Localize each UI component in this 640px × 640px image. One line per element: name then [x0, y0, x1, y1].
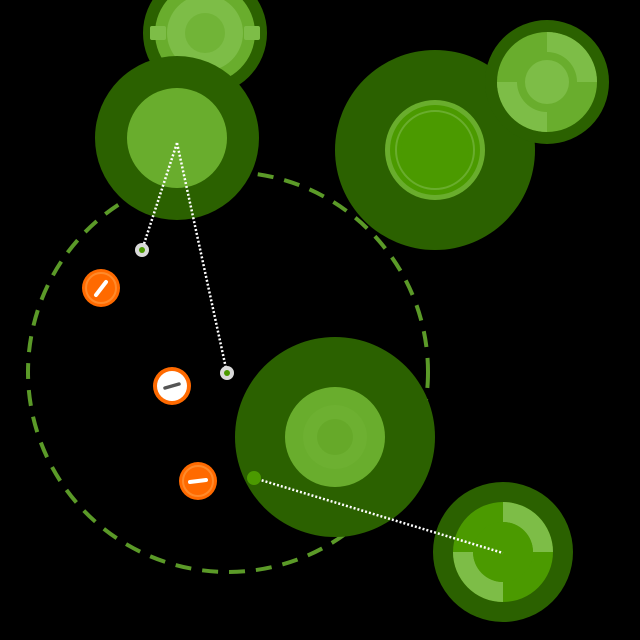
link-line [140, 142, 179, 251]
gear-icon [453, 502, 553, 602]
unit-links [140, 142, 504, 555]
cell-top-left[interactable] [95, 56, 259, 220]
cell-bottom-right[interactable] [433, 482, 573, 622]
dash-icon [188, 478, 208, 484]
orange-unit-lower[interactable] [179, 462, 217, 500]
selection-range-ring [26, 170, 430, 574]
orange-unit-upper[interactable] [82, 269, 120, 307]
gear-icon [497, 32, 597, 132]
cell-top-right-large[interactable] [335, 50, 535, 250]
link-nodes [135, 243, 261, 485]
white-unit-selected[interactable] [153, 367, 191, 405]
cell-top-left-small[interactable] [143, 0, 267, 95]
link-node [247, 471, 261, 485]
cell-top-right-small[interactable] [485, 20, 609, 144]
slash-icon [94, 280, 108, 297]
cell-center[interactable] [235, 337, 435, 537]
slash-icon [163, 382, 181, 390]
link-line [253, 476, 504, 555]
link-line [175, 142, 229, 374]
